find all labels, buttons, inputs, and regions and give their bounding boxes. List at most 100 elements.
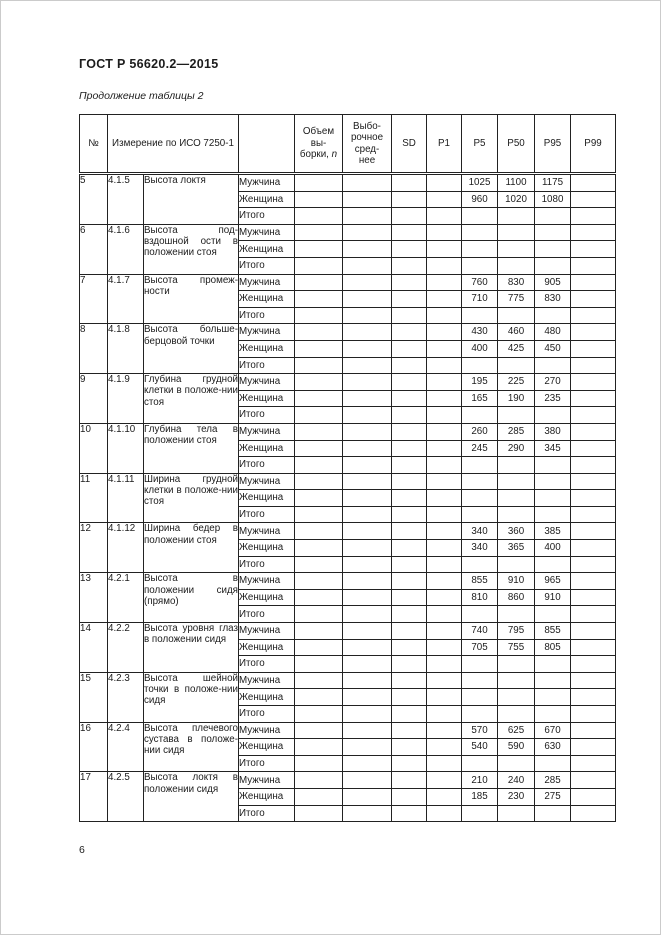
group-label-cell: Итого bbox=[238, 207, 295, 225]
value-cell-mean bbox=[342, 439, 392, 458]
value-cell-p95: 285 bbox=[534, 771, 571, 789]
col-header-group bbox=[238, 114, 295, 175]
value-cell-p95: 910 bbox=[534, 588, 571, 607]
table-row: Итого bbox=[80, 705, 616, 723]
value-cell-p5: 855 bbox=[461, 572, 498, 590]
value-cell-mean bbox=[342, 389, 392, 408]
value-cell-n bbox=[294, 655, 343, 673]
value-cell-mean bbox=[342, 771, 392, 789]
value-cell-p99 bbox=[570, 522, 616, 541]
value-cell-p95: 400 bbox=[534, 539, 571, 557]
value-cell-p50 bbox=[497, 256, 535, 275]
value-cell-p95 bbox=[534, 705, 571, 723]
value-cell-n bbox=[294, 207, 343, 225]
value-cell-p50 bbox=[497, 754, 535, 773]
value-cell-p99 bbox=[570, 655, 616, 673]
value-cell-mean bbox=[342, 522, 392, 541]
value-cell-n bbox=[294, 173, 343, 192]
value-cell-mean bbox=[342, 256, 392, 275]
row-number-cell: 15 bbox=[79, 671, 108, 723]
table-row: Женщина bbox=[80, 240, 616, 258]
value-cell-p1 bbox=[426, 190, 462, 209]
value-cell-mean bbox=[342, 339, 392, 358]
value-cell-n bbox=[294, 290, 343, 308]
value-cell-p5 bbox=[461, 256, 498, 275]
value-cell-sd bbox=[391, 306, 427, 325]
value-cell-sd bbox=[391, 173, 427, 192]
value-cell-mean bbox=[342, 638, 392, 657]
value-cell-mean bbox=[342, 738, 392, 756]
value-cell-sd bbox=[391, 555, 427, 574]
table-row: 15 4.2.3 Высота шейной точки в положе-нии … bbox=[79, 671, 616, 723]
value-cell-p95: 670 bbox=[534, 721, 571, 740]
value-cell-sd bbox=[391, 804, 427, 823]
value-cell-p99 bbox=[570, 339, 616, 358]
value-cell-p1 bbox=[426, 240, 462, 258]
value-cell-sd bbox=[391, 439, 427, 458]
value-cell-p1 bbox=[426, 223, 462, 242]
value-cell-p1 bbox=[426, 472, 462, 491]
value-cell-n bbox=[294, 489, 343, 507]
group-label-cell: Мужчина bbox=[238, 721, 295, 740]
value-cell-p95 bbox=[534, 356, 571, 375]
value-cell-n bbox=[294, 688, 343, 706]
value-cell-mean bbox=[342, 671, 392, 690]
value-cell-p99 bbox=[570, 489, 616, 507]
value-cell-p95: 905 bbox=[534, 273, 571, 292]
value-cell-p5: 400 bbox=[461, 339, 498, 358]
table-row: Итого bbox=[80, 256, 616, 275]
value-cell-p50: 795 bbox=[497, 622, 535, 640]
group-label-cell: Женщина bbox=[238, 688, 295, 706]
value-cell-p50 bbox=[497, 505, 535, 524]
value-cell-p5: 740 bbox=[461, 622, 498, 640]
value-cell-n bbox=[294, 339, 343, 358]
value-cell-p50: 285 bbox=[497, 422, 535, 441]
row-number-cell: 13 bbox=[79, 572, 108, 624]
group-label-cell: Мужчина bbox=[238, 572, 295, 590]
group-label-cell: Женщина bbox=[238, 339, 295, 358]
group-label-cell: Мужчина bbox=[238, 373, 295, 391]
value-cell-p1 bbox=[426, 671, 462, 690]
table-row: Женщина 540 590 630 bbox=[80, 738, 616, 756]
value-cell-p1 bbox=[426, 522, 462, 541]
group-label-cell: Итого bbox=[238, 754, 295, 773]
measurement-desc-cell: Высота локтя bbox=[143, 173, 239, 225]
measurement-code-cell: 4.1.7 bbox=[107, 273, 144, 325]
value-cell-p50: 1100 bbox=[497, 173, 535, 192]
value-cell-mean bbox=[342, 356, 392, 375]
table-caption: Продолжение таблицы 2 bbox=[79, 90, 204, 102]
table-row: 7 4.1.7 Высота промеж-ности Мужчина 760 830 90… bbox=[79, 273, 616, 325]
col-header-p95: P95 bbox=[534, 114, 571, 175]
value-cell-p99 bbox=[570, 787, 616, 806]
value-cell-p5 bbox=[461, 306, 498, 325]
value-cell-p5: 245 bbox=[461, 439, 498, 458]
group-label-cell: Мужчина bbox=[238, 622, 295, 640]
value-cell-p95: 275 bbox=[534, 787, 571, 806]
group-label-cell: Женщина bbox=[238, 439, 295, 458]
col-header-sd: SD bbox=[391, 114, 427, 175]
value-cell-p50: 360 bbox=[497, 522, 535, 541]
value-cell-p1 bbox=[426, 207, 462, 225]
value-cell-p5 bbox=[461, 804, 498, 823]
value-cell-p99 bbox=[570, 306, 616, 325]
value-cell-p99 bbox=[570, 605, 616, 624]
value-cell-mean bbox=[342, 539, 392, 557]
value-cell-p95: 855 bbox=[534, 622, 571, 640]
value-cell-n bbox=[294, 240, 343, 258]
row-number-cell: 7 bbox=[79, 273, 108, 325]
value-cell-p99 bbox=[570, 539, 616, 557]
group-label-cell: Женщина bbox=[238, 787, 295, 806]
measurement-desc-cell: Высота больше-берцовой точки bbox=[143, 323, 239, 375]
value-cell-p5: 210 bbox=[461, 771, 498, 789]
table-header-row: № Измерение по ИСО 7250-1 Объем вы-борки… bbox=[79, 114, 616, 175]
value-cell-p1 bbox=[426, 356, 462, 375]
table-row: Итого bbox=[80, 605, 616, 624]
value-cell-mean bbox=[342, 207, 392, 225]
value-cell-n bbox=[294, 406, 343, 424]
value-cell-p95 bbox=[534, 306, 571, 325]
value-cell-n bbox=[294, 555, 343, 574]
value-cell-p99 bbox=[570, 389, 616, 408]
value-cell-p5: 260 bbox=[461, 422, 498, 441]
value-cell-p1 bbox=[426, 389, 462, 408]
